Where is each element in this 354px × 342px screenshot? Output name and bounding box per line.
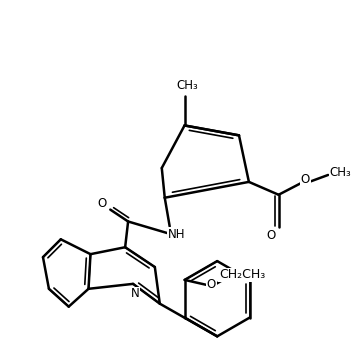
Text: O: O xyxy=(266,229,275,242)
Text: CH₂CH₃: CH₂CH₃ xyxy=(219,268,265,281)
Text: CH₃: CH₃ xyxy=(329,167,351,180)
Text: O: O xyxy=(98,197,107,210)
Text: O: O xyxy=(301,173,310,186)
Text: NH: NH xyxy=(168,228,185,241)
Text: CH₃: CH₃ xyxy=(177,79,198,92)
Text: N: N xyxy=(131,287,139,300)
Text: O: O xyxy=(207,278,216,291)
